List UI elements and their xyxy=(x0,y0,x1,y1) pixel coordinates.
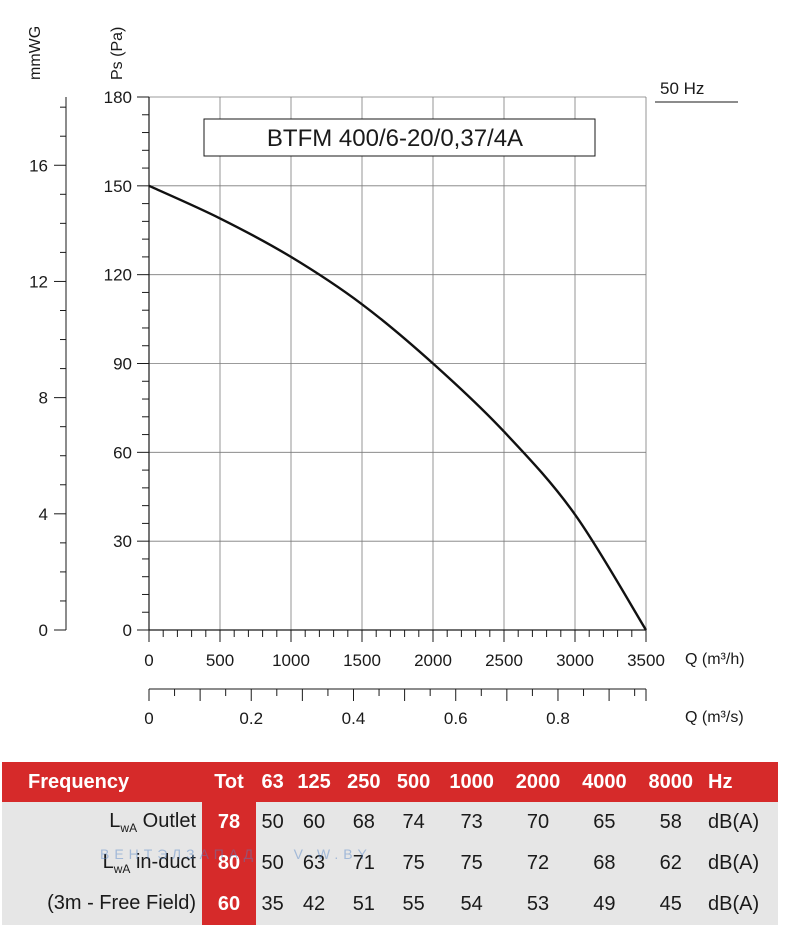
row-label: (3m - Free Field) xyxy=(2,884,202,925)
value-cell: 51 xyxy=(338,884,389,925)
y-tick-label: 60 xyxy=(113,443,132,462)
unit-header: Hz xyxy=(704,762,778,802)
band-header: 500 xyxy=(388,762,439,802)
mmwg-tick-label: 4 xyxy=(39,505,48,524)
tot-cell: 80 xyxy=(202,843,256,884)
row-label-rest: in-duct xyxy=(130,851,196,873)
title-box xyxy=(203,118,596,157)
band-header: 8000 xyxy=(637,762,704,802)
value-cell: 50 xyxy=(256,802,290,843)
value-cell: 54 xyxy=(438,884,505,925)
mmwg-tick-label: 8 xyxy=(39,389,48,408)
x-tick-label: 0 xyxy=(144,651,153,670)
tot-cell: 78 xyxy=(202,802,256,843)
value-cell: 60 xyxy=(289,802,339,843)
value-cell: 50 xyxy=(256,843,290,884)
y-tick-label: 90 xyxy=(113,355,132,374)
x-tick-label: 3500 xyxy=(627,651,665,670)
value-cell: 58 xyxy=(637,802,704,843)
watermark: ВЕНТЭЛЗАПАД V-W.BY xyxy=(100,846,372,862)
x-axis-label-m3s: Q (m³/s) xyxy=(685,709,744,726)
value-cell: 42 xyxy=(289,884,339,925)
value-cell: 49 xyxy=(571,884,638,925)
value-cell: 45 xyxy=(637,884,704,925)
value-cell: 62 xyxy=(637,843,704,884)
y-tick-label: 150 xyxy=(104,177,132,196)
sound-data-table: Frequency Tot 63 125 250 500 1000 2000 4… xyxy=(2,762,778,925)
band-header: 2000 xyxy=(504,762,572,802)
table-row: LwA in-duct 80 50 63 71 75 75 72 68 62 d… xyxy=(2,843,778,884)
y-tick-label: 0 xyxy=(123,621,132,640)
value-cell: 55 xyxy=(388,884,439,925)
y-tick-label: 30 xyxy=(113,532,132,551)
x-tick-label: 2500 xyxy=(485,651,523,670)
table-row: LwA Outlet 78 50 60 68 74 73 70 65 58 dB… xyxy=(2,802,778,843)
y-tick-label: 180 xyxy=(104,88,132,107)
row-label-rest: Outlet xyxy=(137,810,196,832)
value-cell: 68 xyxy=(571,843,638,884)
fan-curve-line xyxy=(148,184,648,631)
row-label: LwA Outlet xyxy=(2,802,202,843)
value-cell: 65 xyxy=(571,802,638,843)
value-cell: 70 xyxy=(504,802,572,843)
tot-cell: 60 xyxy=(202,884,256,925)
value-cell: 68 xyxy=(338,802,389,843)
mmwg-tick-label: 12 xyxy=(29,272,48,291)
x-tick-label: 3000 xyxy=(556,651,594,670)
row-label-main: L xyxy=(109,810,121,832)
row-label-main: L xyxy=(102,851,114,873)
tot-header: Tot xyxy=(202,762,256,802)
band-header: 1000 xyxy=(438,762,505,802)
ps-axis-label: Ps (Pa) xyxy=(109,27,126,80)
chart-title: BTFM 400/6-20/0,37/4A xyxy=(267,125,523,152)
m3s-tick-label: 0.2 xyxy=(239,709,263,728)
unit-cell: dB(A) xyxy=(704,843,778,884)
value-cell: 72 xyxy=(504,843,572,884)
frequency-header: Frequency xyxy=(2,762,202,802)
row-label-main: (3m - Free Field) xyxy=(47,892,196,914)
m3s-tick-label: 0 xyxy=(144,709,153,728)
fan-curve-chart: 0 500 1000 1500 2000 2500 3000 3500030609012015… xyxy=(27,26,745,728)
m3s-tick-label: 0.4 xyxy=(342,709,366,728)
value-cell: 75 xyxy=(388,843,439,884)
unit-cell: dB(A) xyxy=(704,884,778,925)
y-tick-label: 120 xyxy=(104,266,132,285)
chart-labels: 0 500 1000 1500 2000 2500 3000 3500030609012015… xyxy=(29,88,665,728)
x-tick-label: 1000 xyxy=(272,651,310,670)
table-row: (3m - Free Field) 60 35 42 51 55 54 53 4… xyxy=(2,884,778,925)
x-tick-label: 500 xyxy=(206,651,234,670)
value-cell: 35 xyxy=(256,884,290,925)
value-cell: 53 xyxy=(504,884,572,925)
value-cell: 74 xyxy=(388,802,439,843)
row-label: LwA in-duct xyxy=(2,843,202,884)
band-header: 63 xyxy=(256,762,290,802)
value-cell: 71 xyxy=(338,843,389,884)
value-cell: 63 xyxy=(289,843,339,884)
chart-axes xyxy=(54,96,647,701)
band-header: 125 xyxy=(289,762,339,802)
chart-grid xyxy=(148,96,647,631)
curve-layer xyxy=(148,184,648,631)
frequency-label: 50 Hz xyxy=(660,79,704,98)
unit-cell: dB(A) xyxy=(704,802,778,843)
mmwg-tick-label: 0 xyxy=(39,621,48,640)
x-tick-label: 1500 xyxy=(343,651,381,670)
band-header: 250 xyxy=(338,762,389,802)
m3s-tick-label: 0.8 xyxy=(546,709,570,728)
x-tick-label: 2000 xyxy=(414,651,452,670)
mmwg-tick-label: 16 xyxy=(29,156,48,175)
table-header-row: Frequency Tot 63 125 250 500 1000 2000 4… xyxy=(2,762,778,802)
m3s-tick-label: 0.6 xyxy=(444,709,468,728)
band-header: 4000 xyxy=(571,762,638,802)
mmwg-axis-label: mmWG xyxy=(27,26,44,80)
row-label-sub: wA xyxy=(120,821,138,835)
x-axis-label-m3h: Q (m³/h) xyxy=(685,651,745,668)
value-cell: 73 xyxy=(438,802,505,843)
row-label-sub: wA xyxy=(113,862,131,876)
value-cell: 75 xyxy=(438,843,505,884)
